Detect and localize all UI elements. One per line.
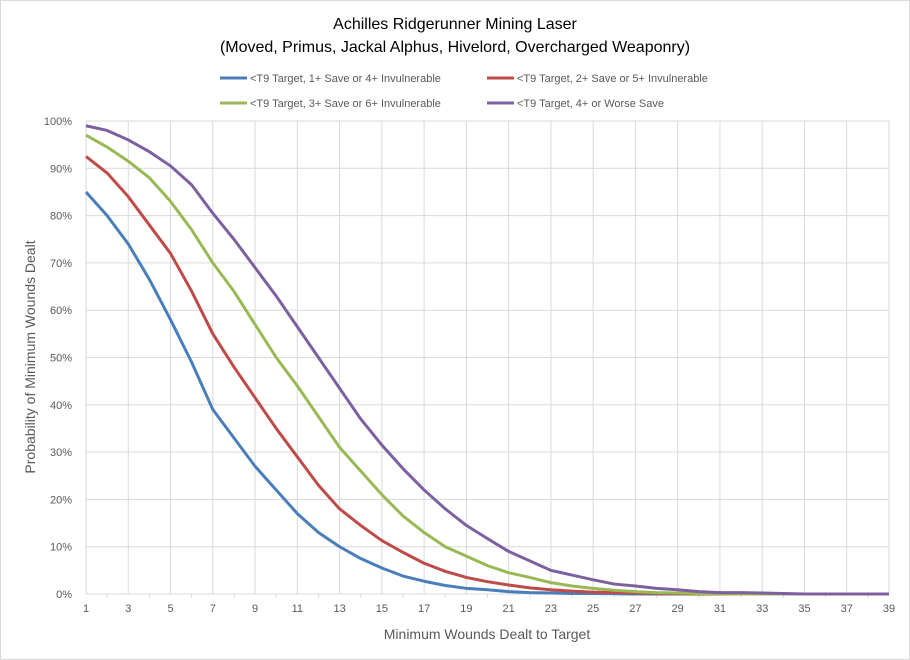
y-axis-label: Probability of Minimum Wounds Dealt <box>22 240 38 473</box>
legend-label: <T9 Target, 3+ Save or 6+ Invulnerable <box>250 98 441 110</box>
legend-label: <T9 Target, 4+ or Worse Save <box>517 98 664 110</box>
x-tick-label: 39 <box>883 603 895 615</box>
x-tick-label: 11 <box>292 603 303 615</box>
series-line-4 <box>85 124 889 596</box>
x-tick-label: 27 <box>629 603 641 615</box>
y-tick-label: 0% <box>56 589 72 601</box>
x-tick-label: 1 <box>83 603 89 615</box>
y-tick-label: 60% <box>50 305 72 317</box>
legend-label: <T9 Target, 1+ Save or 4+ Invulnerable <box>250 73 441 85</box>
chart-title: Achilles Ridgerunner Mining Laser <box>333 16 577 33</box>
y-tick-label: 80% <box>50 211 72 223</box>
y-tick-label: 50% <box>50 353 72 365</box>
x-tick-label: 25 <box>587 603 599 615</box>
legend: <T9 Target, 1+ Save or 4+ Invulnerable <T… <box>220 73 708 110</box>
x-tick-label: 15 <box>376 603 388 615</box>
x-tick-label: 3 <box>125 603 131 615</box>
y-tick-label: 70% <box>50 258 72 270</box>
y-tick-label: 40% <box>50 400 72 412</box>
y-tick-label: 90% <box>50 163 72 175</box>
y-tick-label: 10% <box>50 542 72 554</box>
x-tick-label: 13 <box>333 603 345 615</box>
x-tick-label: 23 <box>545 603 557 615</box>
gridlines <box>85 120 890 595</box>
x-tick-label: 35 <box>798 603 810 615</box>
y-axis: 0% 10% 20% 30% 40% 50% 60% 70% 80% 90% 100% <box>44 116 72 601</box>
x-tick-label: 29 <box>672 603 684 615</box>
series-lines <box>84 124 889 596</box>
y-tick-label: 30% <box>50 447 72 459</box>
y-tick-label: 20% <box>50 494 72 506</box>
x-axis: 1 3 5 7 9 11 13 15 17 19 21 23 25 27 29 31 33 35 37 39 <box>83 594 895 615</box>
x-tick-label: 31 <box>714 603 726 615</box>
x-axis-label: Minimum Wounds Dealt to Target <box>384 626 591 642</box>
x-tick-label: 21 <box>503 603 515 615</box>
chart-subtitle: (Moved, Primus, Jackal Alphus, Hivelord,… <box>220 39 690 56</box>
x-tick-label: 7 <box>210 603 216 615</box>
y-tick-label: 100% <box>44 116 72 128</box>
x-tick-label: 5 <box>167 603 173 615</box>
x-tick-label: 9 <box>252 603 258 615</box>
legend-label: <T9 Target, 2+ Save or 5+ Invulnerable <box>517 73 708 85</box>
series-line-2 <box>85 155 889 596</box>
x-tick-label: 17 <box>418 603 430 615</box>
x-tick-label: 37 <box>841 603 853 615</box>
x-tick-label: 33 <box>756 603 768 615</box>
x-tick-label: 19 <box>460 603 472 615</box>
